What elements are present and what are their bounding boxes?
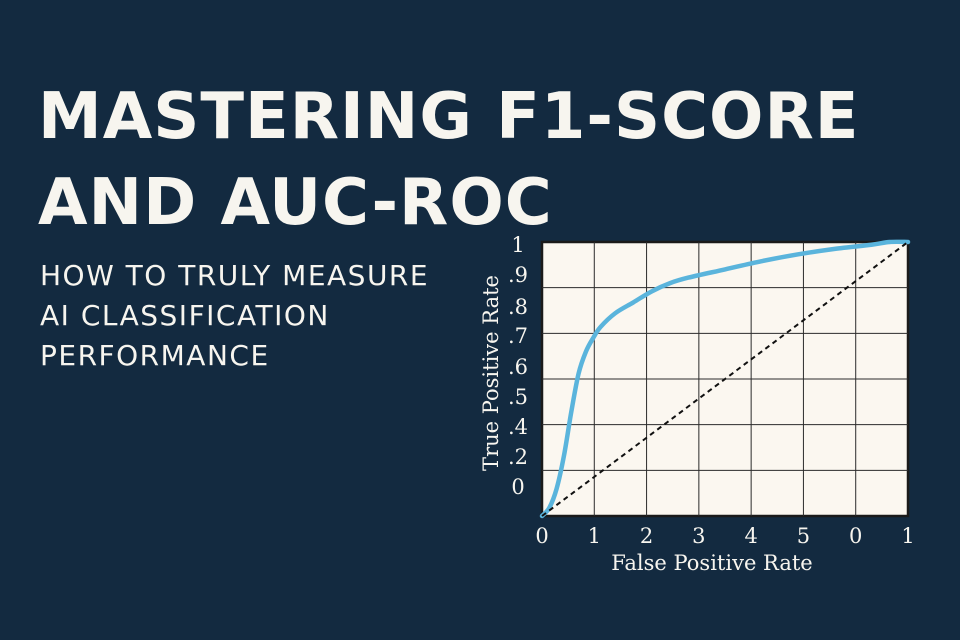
subtitle-line-2: AI CLASSIFICATION (40, 299, 330, 332)
y-tick-label: .5 (508, 385, 528, 409)
title-line-1: MASTERING F1-SCORE (38, 80, 860, 154)
x-tick-label: 1 (901, 524, 914, 548)
subtitle-line-3: PERFORMANCE (40, 339, 270, 372)
chart-series (539, 239, 911, 519)
baseline-diagonal-line (541, 241, 909, 517)
y-tick-label: .9 (508, 263, 528, 287)
y-tick-label: .2 (508, 445, 528, 469)
y-axis-label: True Positive Rate (479, 275, 503, 471)
roc-curve-line (539, 239, 911, 519)
y-tick-label: 0 (511, 475, 524, 499)
x-tick-label: 5 (797, 524, 810, 548)
x-tick-label: 2 (640, 524, 653, 548)
x-tick-label: 0 (849, 524, 862, 548)
page-title: MASTERING F1-SCORE AND AUC-ROC (38, 74, 860, 246)
roc-chart: 0 1 2 3 4 5 0 1 0 .2 .4 .5 .6 .7 .8 .9 1 False Positive… (479, 233, 915, 575)
y-tick-label: 1 (511, 233, 524, 257)
y-tick-label: .6 (508, 355, 528, 379)
y-tick-label: .7 (508, 324, 528, 348)
x-tick-label: 3 (692, 524, 705, 548)
x-tick-label: 0 (535, 524, 548, 548)
subtitle-line-1: HOW TO TRULY MEASURE (40, 259, 430, 292)
y-tick-label: .8 (508, 295, 528, 319)
y-axis-ticks: 0 .2 .4 .5 .6 .7 .8 .9 1 (508, 233, 528, 499)
x-axis-label: False Positive Rate (611, 551, 812, 575)
x-tick-label: 1 (588, 524, 601, 548)
page-subtitle: HOW TO TRULY MEASURE AI CLASSIFICATION P… (40, 256, 460, 376)
x-tick-label: 4 (744, 524, 757, 548)
title-line-2: AND AUC-ROC (38, 166, 553, 240)
y-tick-label: .4 (508, 415, 528, 439)
x-axis-ticks: 0 1 2 3 4 5 0 1 (535, 524, 914, 548)
